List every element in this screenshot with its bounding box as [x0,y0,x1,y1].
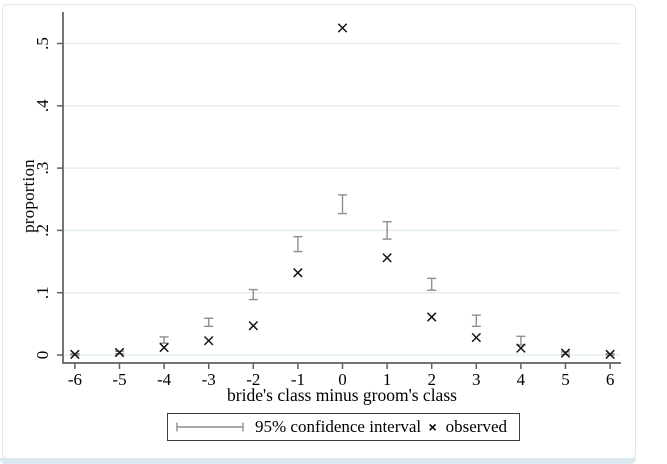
ci-sample-icon [176,422,244,432]
svg-text:0: 0 [338,370,347,389]
observed-series [70,23,615,360]
legend: 95% confidence interval × observed [167,413,520,441]
y-axis-title: proportion [19,159,38,233]
svg-text:.3: .3 [33,162,52,175]
legend-observed-label: observed [445,417,507,436]
svg-text:-2: -2 [246,370,260,389]
ci-series [70,194,615,356]
y-axis-ticks: 0 .1 .2 .3 .4 .5 [33,37,63,359]
svg-text:1: 1 [383,370,392,389]
svg-text:.1: .1 [33,286,52,299]
svg-text:-6: -6 [68,370,82,389]
svg-text:5: 5 [561,370,570,389]
svg-text:-3: -3 [202,370,216,389]
x-axis-ticks: -6 -5 -4 -3 -2 -1 0 1 2 3 4 5 6 [68,363,615,389]
svg-text:.5: .5 [33,37,52,50]
svg-text:4: 4 [517,370,526,389]
figure-bottom-edge [0,458,636,464]
svg-text:3: 3 [472,370,481,389]
svg-text:6: 6 [606,370,615,389]
svg-text:-1: -1 [291,370,305,389]
svg-text:.2: .2 [33,224,52,237]
x-axis-title: bride's class minus groom's class [227,385,457,405]
svg-text:.4: .4 [33,99,52,112]
svg-text:0: 0 [33,351,52,360]
gridlines [63,42,620,356]
svg-text:-5: -5 [112,370,126,389]
axes [62,12,621,364]
svg-text:2: 2 [427,370,436,389]
legend-ci-label: 95% confidence interval [255,417,422,436]
x-marker-icon: × [428,419,437,435]
svg-text:-4: -4 [157,370,172,389]
